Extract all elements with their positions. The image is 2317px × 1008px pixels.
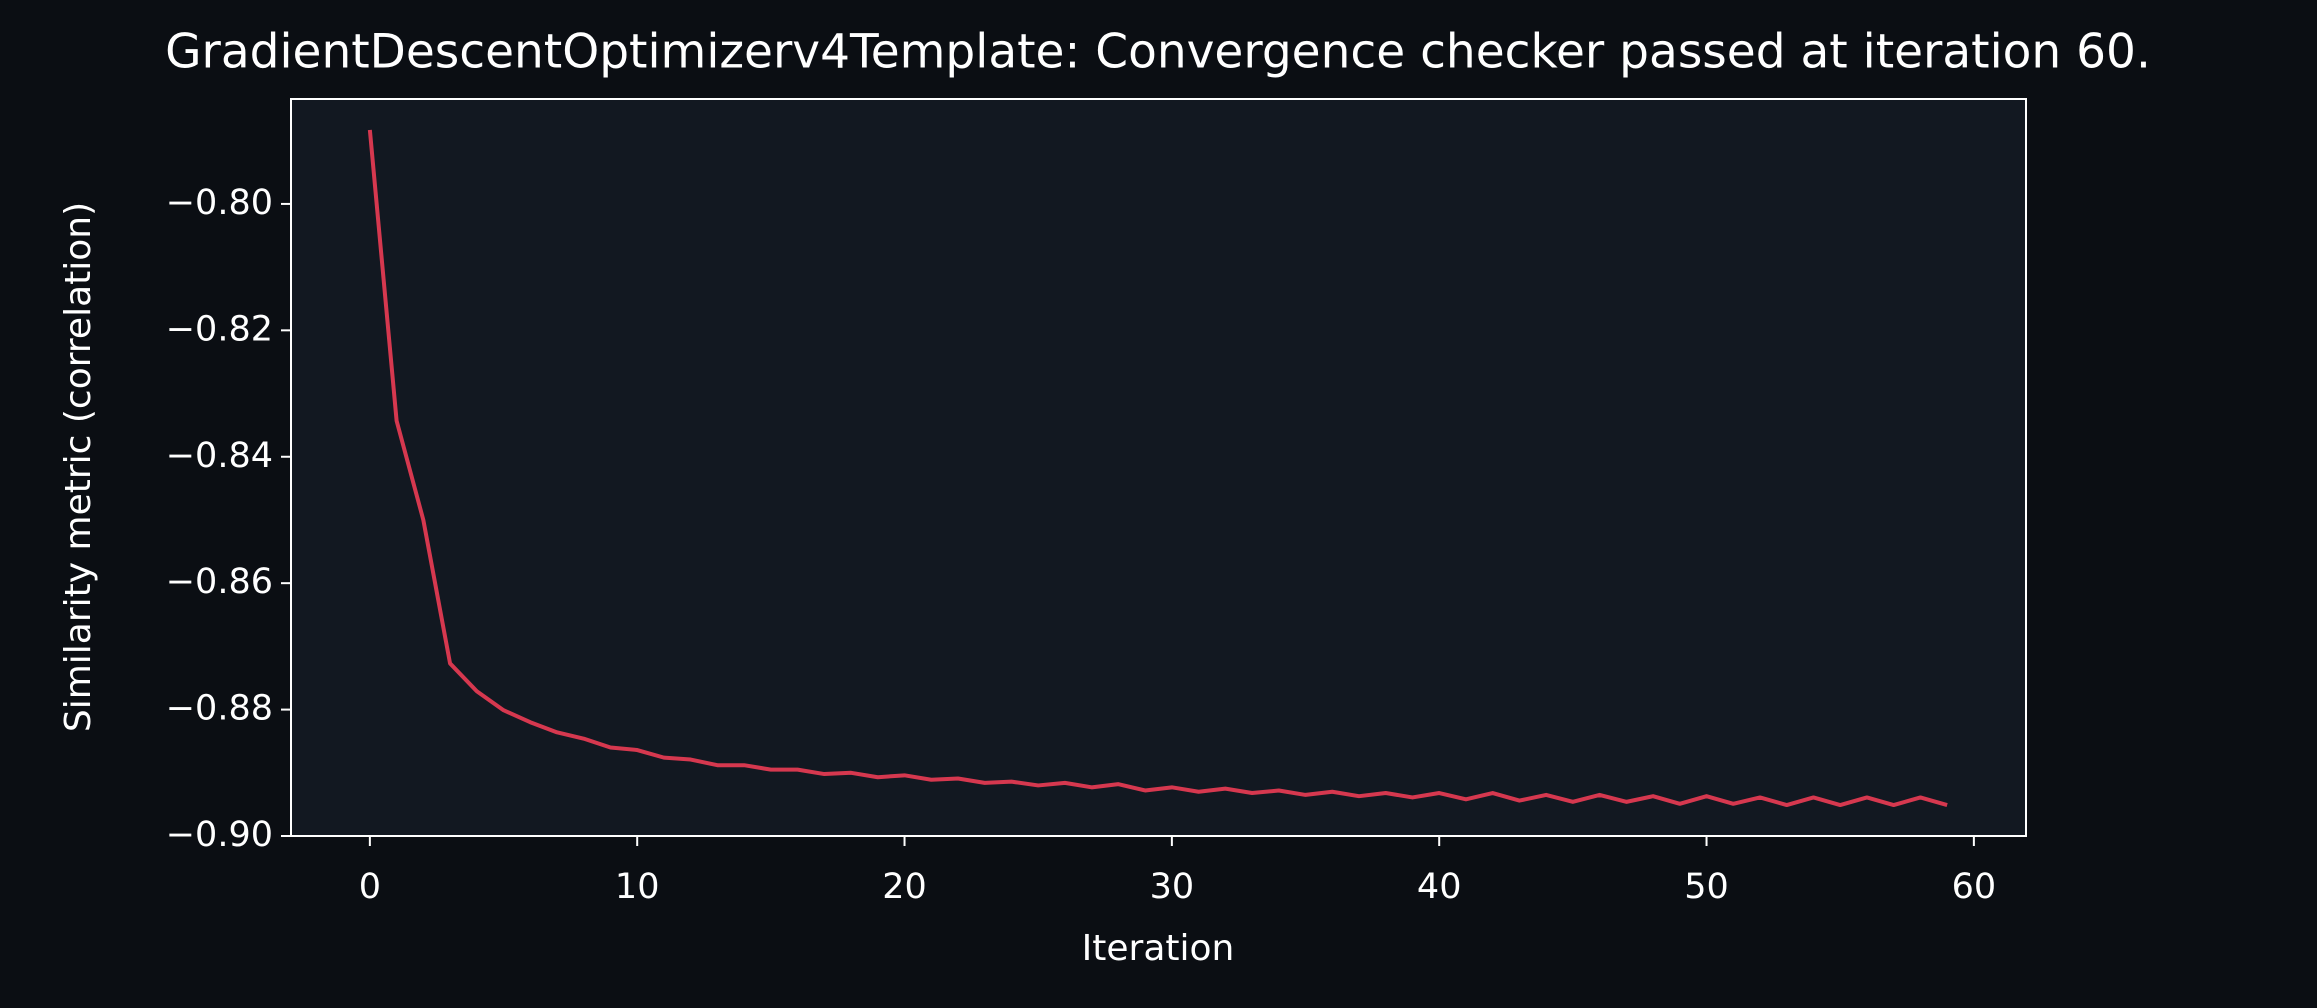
chart-title: GradientDescentOptimizerv4Template: Conv… (165, 25, 2151, 80)
x-tick-label: 50 (1684, 867, 1729, 907)
y-tick-label: −0.86 (166, 562, 273, 602)
x-tick-label: 60 (1952, 867, 1997, 907)
y-tick-label: −0.90 (166, 815, 273, 855)
x-tick-label: 40 (1417, 867, 1462, 907)
y-axis-label: Similarity metric (correlation) (58, 202, 99, 732)
x-tick-label: 30 (1150, 867, 1195, 907)
plot-area (291, 99, 2026, 836)
y-tick-label: −0.82 (166, 309, 273, 349)
axes-frame (290, 98, 2027, 837)
y-tick-label: −0.84 (166, 436, 273, 476)
x-tick-label: 0 (359, 867, 381, 907)
x-axis-label: Iteration (1082, 928, 1235, 969)
x-tick-label: 20 (882, 867, 927, 907)
series-line (367, 129, 1948, 808)
y-tick-label: −0.88 (166, 689, 273, 729)
y-tick-label: −0.80 (166, 183, 273, 223)
x-tick-label: 10 (615, 867, 660, 907)
